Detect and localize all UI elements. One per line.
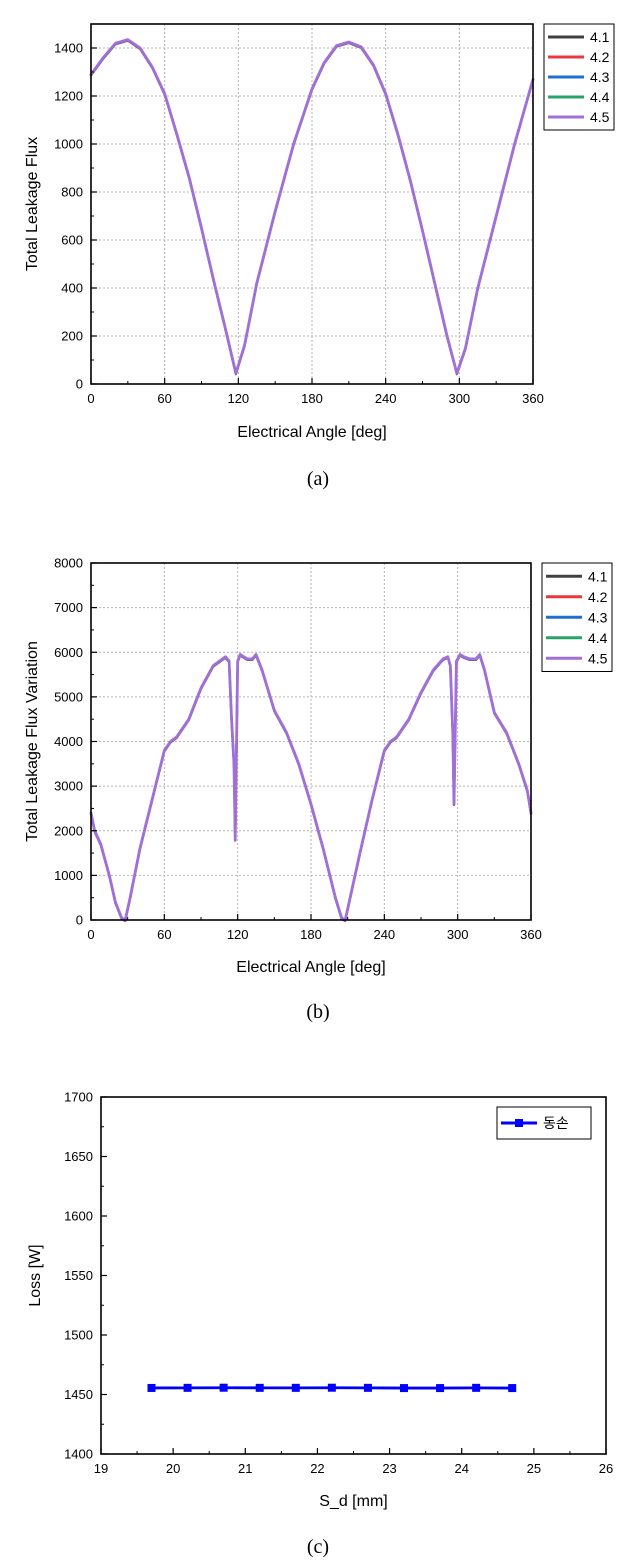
- x-tick-label: 22: [310, 1461, 324, 1476]
- plot-frame: [100, 1096, 607, 1455]
- x-tick-label: 360: [522, 391, 544, 406]
- y-tick-label: 800: [61, 185, 83, 200]
- legend: 동손: [496, 1106, 592, 1140]
- y-tick-label: 1400: [64, 1447, 93, 1462]
- y-tick-label: 5000: [54, 689, 83, 704]
- x-tick-label: 300: [447, 927, 469, 942]
- legend-label: 4.2: [588, 589, 608, 605]
- y-tick-label: 3000: [54, 779, 83, 794]
- x-axis-label: S_d [mm]: [319, 1493, 387, 1510]
- data-point: [255, 1383, 264, 1392]
- x-tick-label: 180: [301, 391, 323, 406]
- x-tick-label: 60: [157, 927, 171, 942]
- x-tick-label: 360: [520, 927, 542, 942]
- data-point: [363, 1383, 372, 1392]
- legend-label: 4.2: [590, 49, 610, 65]
- y-tick-label: 0: [76, 913, 83, 928]
- legend-label: 4.1: [588, 568, 608, 584]
- x-axis-label: Electrical Angle [deg]: [237, 424, 386, 441]
- series-line-4.5: [89, 38, 535, 375]
- x-tick-label: 24: [454, 1461, 468, 1476]
- data-point: [400, 1384, 408, 1393]
- y-tick-label: 1700: [64, 1090, 93, 1105]
- x-tick-label: 60: [157, 391, 171, 406]
- y-tick-label: 200: [61, 329, 83, 344]
- x-tick-label: 120: [227, 391, 249, 406]
- legend-label: 4.3: [590, 69, 610, 85]
- legend: 4.1 4.2 4.3 4.4 4.5: [541, 562, 613, 672]
- x-axis-label: Electrical Angle [deg]: [236, 959, 385, 976]
- x-tick-label: 21: [238, 1461, 252, 1476]
- x-tick-label: 0: [87, 391, 94, 406]
- data-point: [327, 1383, 336, 1392]
- x-tick-label: 0: [87, 927, 94, 942]
- y-tick-label: 4000: [54, 734, 83, 749]
- data-point: [436, 1384, 445, 1393]
- x-tick-label: 23: [382, 1461, 396, 1476]
- y-tick-label: 1550: [64, 1268, 93, 1283]
- legend-label: 동손: [543, 1115, 569, 1131]
- legend-label: 4.3: [588, 609, 608, 625]
- y-tick-label: 0: [76, 377, 83, 392]
- series-line-4.5: [89, 653, 533, 922]
- chart-3: 19 20 21 22 23 24 25 26 1400 1450 1500 1550 1600 1650…: [27, 1090, 613, 1559]
- legend: 4.1 4.2 4.3 4.4 4.5: [543, 23, 615, 131]
- legend-marker: [515, 1119, 523, 1127]
- x-tick-label: 180: [300, 927, 322, 942]
- y-axis-label: Total Leakage Flux Variation: [24, 641, 41, 842]
- x-tick-label: 19: [94, 1461, 108, 1476]
- y-axis-label: Total Leakage Flux: [24, 137, 41, 271]
- y-tick-label: 1650: [64, 1149, 93, 1164]
- x-tick-label: 25: [527, 1461, 541, 1476]
- data-point: [183, 1383, 192, 1392]
- figure-caption: (b): [306, 1001, 329, 1023]
- y-tick-label: 6000: [54, 645, 83, 660]
- y-tick-label: 1000: [54, 137, 83, 152]
- x-tick-label: 20: [166, 1461, 180, 1476]
- y-tick-label: 1500: [64, 1328, 93, 1343]
- x-tick-label: 300: [448, 391, 470, 406]
- data-point: [508, 1384, 517, 1393]
- y-tick-label: 1200: [54, 89, 83, 104]
- y-tick-label: 400: [61, 281, 83, 296]
- chart-1: 0 60 120 180 240 300 360 0 200 400 600 800 1000 1200 1…: [24, 23, 615, 490]
- y-tick-label: 1400: [54, 41, 83, 56]
- legend-label: 4.5: [590, 109, 610, 125]
- legend-label: 4.1: [590, 29, 610, 45]
- data-point: [147, 1383, 156, 1392]
- y-axis-label: Loss [W]: [27, 1244, 44, 1306]
- y-tick-label: 2000: [54, 823, 83, 838]
- y-tick-label: 1000: [54, 868, 83, 883]
- figure-caption: (c): [307, 1536, 329, 1558]
- chart-2: 0 60 120 180 240 300 360 0 1000 2000 3000 4000 5000 6…: [24, 556, 613, 1023]
- x-tick-label: 26: [599, 1461, 613, 1476]
- legend-label: 4.4: [590, 89, 610, 105]
- legend-label: 4.4: [588, 630, 608, 646]
- legend-label: 4.5: [588, 650, 608, 666]
- x-tick-label: 240: [375, 391, 397, 406]
- y-tick-label: 1600: [64, 1209, 93, 1224]
- figure-caption: (a): [307, 468, 329, 490]
- y-tick-label: 1450: [64, 1387, 93, 1402]
- x-tick-label: 240: [373, 927, 395, 942]
- y-tick-label: 600: [61, 233, 83, 248]
- data-point: [219, 1383, 228, 1392]
- data-point: [472, 1383, 481, 1392]
- y-tick-label: 8000: [54, 556, 83, 571]
- y-tick-label: 7000: [54, 600, 83, 615]
- data-point: [291, 1383, 300, 1392]
- x-tick-label: 120: [227, 927, 249, 942]
